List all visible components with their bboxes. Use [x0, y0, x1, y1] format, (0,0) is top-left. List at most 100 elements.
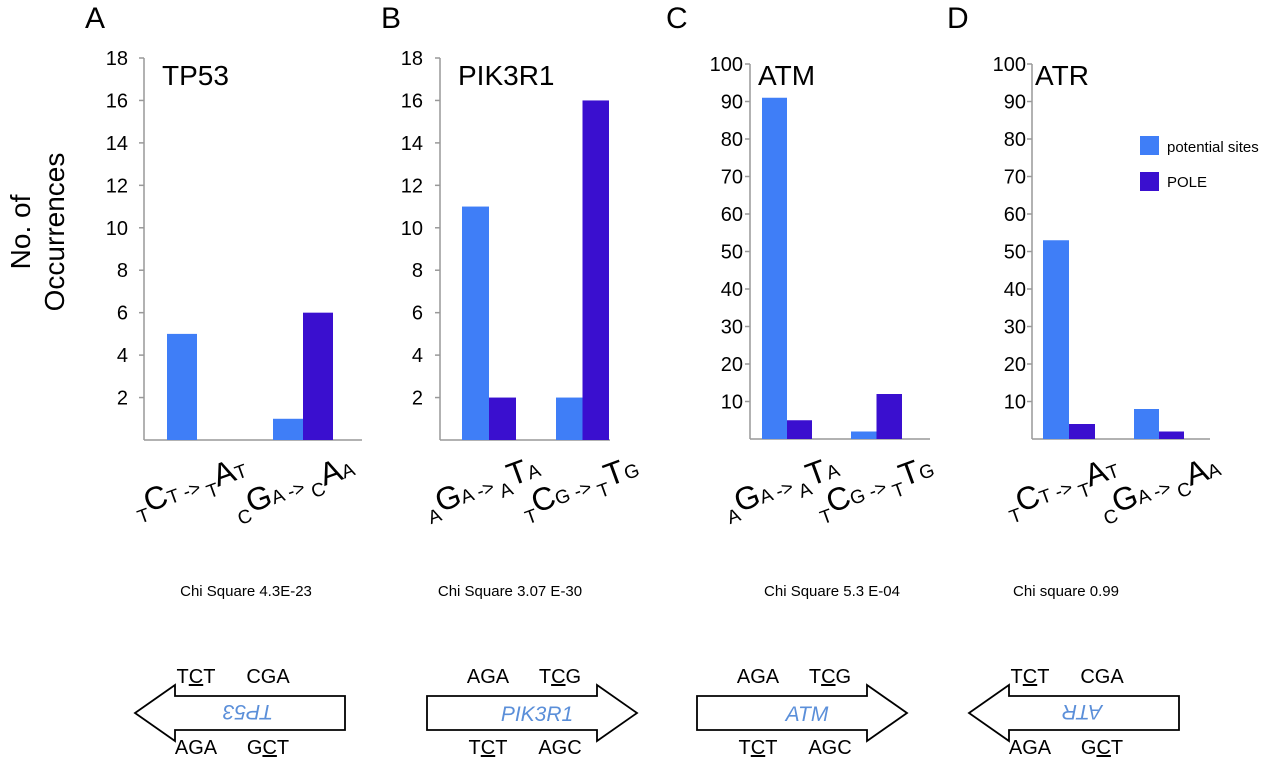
y-tick-label: 6 [117, 303, 128, 325]
x-label-part: -> [175, 476, 208, 505]
y-tick-label: 50 [721, 242, 743, 264]
y-tick-label: 70 [1004, 167, 1026, 189]
y-tick-label: 90 [1004, 92, 1026, 114]
y-tick-label: 12 [401, 175, 423, 197]
y-tick-label: 6 [412, 303, 423, 325]
bar-potential-sites [556, 397, 583, 440]
codon-base: T [177, 666, 189, 688]
codon-base: C [751, 737, 765, 759]
y-tick-label: 40 [721, 279, 743, 301]
x-label-part: G [552, 485, 573, 510]
chart-title: ATR [1035, 60, 1089, 91]
codon-base: T [1011, 666, 1023, 688]
y-tick-label: 10 [721, 392, 743, 414]
y-tick-label: 12 [106, 175, 128, 197]
gene-name: PIK3R1 [501, 703, 573, 726]
codon-base: T [495, 737, 507, 759]
y-tick-label: 10 [106, 218, 128, 240]
y-tick-label: 20 [721, 354, 743, 376]
codon-base: A [496, 666, 510, 688]
codon-base: C [246, 666, 260, 688]
bar-potential-sites [462, 206, 489, 440]
y-tick-label: 8 [412, 260, 423, 282]
codon: AGC [808, 737, 851, 759]
bar-pole [876, 394, 902, 439]
codon-base: A [1038, 737, 1052, 759]
x-label-part: G [847, 485, 868, 510]
chi-square-label: Chi square 0.99 [1013, 583, 1119, 600]
panel-letter: A [85, 2, 105, 35]
codon-base: G [188, 737, 204, 759]
chi-square-label: Chi Square 3.07 E-30 [438, 583, 582, 600]
bar-potential-sites [273, 418, 303, 440]
codon-base: A [204, 737, 218, 759]
x-label-part: C [1175, 479, 1195, 503]
y-tick-label: 100 [993, 54, 1026, 76]
y-tick-label: 2 [117, 388, 128, 410]
y-tick-label: 16 [401, 90, 423, 112]
y-tick-label: 60 [721, 204, 743, 226]
codon-base: C [1023, 666, 1037, 688]
chi-square-label: Chi Square 5.3 E-04 [764, 583, 900, 600]
codon-base: G [480, 666, 496, 688]
y-tick-label: 80 [1004, 129, 1026, 151]
codon-base: G [1081, 737, 1097, 759]
codon-base: G [552, 737, 568, 759]
codon: TCT [739, 737, 778, 759]
x-category-label: TCT -> TAT [128, 448, 254, 528]
y-tick-label: 10 [1004, 392, 1026, 414]
bar-pole [489, 397, 516, 440]
x-label-part: C [235, 505, 255, 529]
codon: TCG [809, 666, 851, 688]
bar-potential-sites [167, 333, 197, 440]
bar-potential-sites [851, 431, 877, 439]
codon: TCT [177, 666, 216, 688]
codon: CGA [246, 666, 290, 688]
codon-base: G [1022, 737, 1038, 759]
y-tick-label: 14 [401, 133, 423, 155]
codon-base: C [1080, 666, 1094, 688]
codon-base: C [837, 737, 851, 759]
panel-letter: C [666, 2, 688, 35]
legend: potential sites POLE [1140, 136, 1259, 191]
y-tick-label: 10 [401, 218, 423, 240]
codon-base: C [262, 737, 276, 759]
gene-arrow [696, 683, 909, 743]
codon-base: A [808, 737, 822, 759]
codon: AGA [467, 666, 510, 688]
codon: GCT [1081, 737, 1123, 759]
codon-base: A [175, 737, 189, 759]
codon: AGC [538, 737, 581, 759]
y-axis-label-line1: No. of [5, 194, 36, 269]
x-category-label: TCT -> TAT [1000, 448, 1126, 528]
y-tick-label: 8 [117, 260, 128, 282]
x-label-part: -> [1047, 476, 1080, 505]
codon-base: G [247, 737, 263, 759]
y-tick-label: 16 [106, 90, 128, 112]
codon-base: C [551, 666, 565, 688]
x-label-part: -> [768, 476, 800, 505]
gene-name: ATM [784, 703, 829, 726]
x-label-part: -> [280, 476, 313, 505]
y-axis-label: No. of Occurrences [5, 153, 70, 312]
gene-arrow [133, 683, 346, 743]
gene-arrow [967, 683, 1180, 743]
codon-base: A [1009, 737, 1023, 759]
codon-base: A [737, 666, 751, 688]
legend-label-pole: POLE [1167, 174, 1207, 191]
codon-base: C [1096, 737, 1110, 759]
bar-pole [582, 100, 609, 440]
legend-label-potential-sites: potential sites [1167, 139, 1259, 156]
bar-potential-sites [1134, 409, 1159, 439]
chart-title: TP53 [162, 60, 229, 91]
x-category-label: TCG -> TTG [810, 448, 940, 530]
codon-base: A [276, 666, 290, 688]
y-tick-label: 30 [1004, 317, 1026, 339]
panel-letter: B [381, 2, 401, 35]
gene-name: TP53 [223, 700, 274, 723]
codon-base: T [1037, 666, 1049, 688]
